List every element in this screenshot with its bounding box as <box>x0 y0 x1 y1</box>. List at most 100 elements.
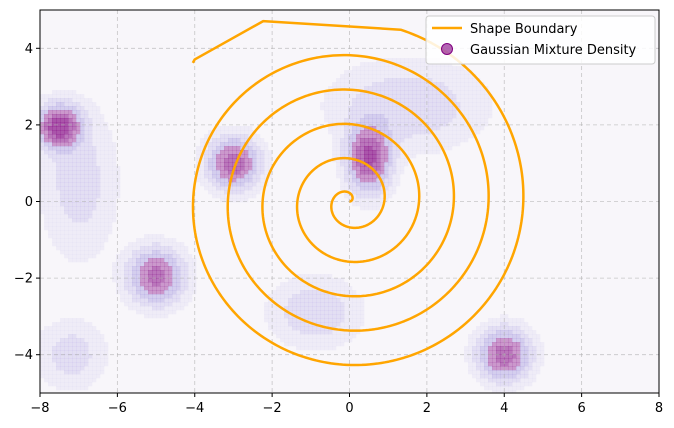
density-cell <box>396 98 401 103</box>
density-cell <box>296 286 301 291</box>
density-cell <box>468 122 473 127</box>
density-cell <box>492 346 497 351</box>
density-cell <box>284 306 289 311</box>
density-cell <box>148 262 153 267</box>
density-cell <box>432 82 437 87</box>
density-cell <box>476 338 481 343</box>
density-cell <box>260 158 265 163</box>
density-cell <box>332 106 337 111</box>
density-cell <box>472 98 477 103</box>
density-cell <box>348 338 353 343</box>
density-cell <box>40 370 45 375</box>
density-cell <box>464 90 469 95</box>
density-cell <box>52 202 57 207</box>
density-cell <box>524 350 529 355</box>
density-cell <box>80 234 85 239</box>
density-cell <box>40 358 45 363</box>
density-cell <box>392 134 397 139</box>
density-cell <box>220 194 225 199</box>
density-cell <box>128 254 133 259</box>
density-cell <box>80 114 85 119</box>
density-cell <box>212 162 217 167</box>
density-cell <box>200 162 205 167</box>
density-cell <box>68 106 73 111</box>
density-cell <box>328 294 333 299</box>
density-cell <box>484 102 489 107</box>
density-cell <box>64 190 69 195</box>
density-cell <box>100 166 105 171</box>
density-cell <box>148 294 153 299</box>
density-cell <box>392 182 397 187</box>
density-cell <box>328 342 333 347</box>
density-cell <box>104 346 109 351</box>
density-cell <box>112 274 117 279</box>
density-cell <box>528 358 533 363</box>
density-cell <box>44 202 49 207</box>
density-cell <box>328 114 333 119</box>
density-cell <box>528 338 533 343</box>
density-cell <box>260 150 265 155</box>
density-cell <box>516 374 521 379</box>
density-cell <box>88 342 93 347</box>
density-cell <box>320 274 325 279</box>
density-cell <box>320 318 325 323</box>
density-cell <box>308 274 313 279</box>
density-cell <box>512 378 517 383</box>
density-cell <box>132 294 137 299</box>
density-cell <box>48 214 53 219</box>
density-cell <box>380 154 385 159</box>
density-cell <box>144 238 149 243</box>
density-cell <box>400 154 405 159</box>
density-cell <box>264 174 269 179</box>
density-cell <box>356 178 361 183</box>
density-cell <box>76 130 81 135</box>
density-cell <box>52 214 57 219</box>
density-cell <box>276 286 281 291</box>
density-cell <box>188 266 193 271</box>
density-cell <box>344 130 349 135</box>
density-cell <box>436 66 441 71</box>
density-cell <box>92 166 97 171</box>
density-cell <box>64 210 69 215</box>
density-cell <box>504 370 509 375</box>
density-cell <box>360 138 365 143</box>
density-cell <box>336 174 341 179</box>
density-cell <box>420 94 425 99</box>
density-cell <box>96 198 101 203</box>
density-cell <box>416 86 421 91</box>
density-cell <box>112 210 117 215</box>
density-cell <box>104 230 109 235</box>
density-cell <box>508 382 513 387</box>
density-cell <box>436 102 441 107</box>
density-cell <box>440 78 445 83</box>
density-cell <box>468 102 473 107</box>
density-cell <box>236 134 241 139</box>
density-cell <box>272 330 277 335</box>
density-cell <box>348 98 353 103</box>
density-cell <box>272 310 277 315</box>
density-cell <box>92 142 97 147</box>
density-cell <box>356 106 361 111</box>
density-cell <box>200 146 205 151</box>
density-cell <box>256 170 261 175</box>
density-cell <box>168 250 173 255</box>
density-cell <box>252 146 257 151</box>
density-cell <box>80 366 85 371</box>
density-cell <box>380 82 385 87</box>
density-cell <box>428 66 433 71</box>
density-cell <box>276 290 281 295</box>
density-cell <box>348 178 353 183</box>
density-cell <box>268 162 273 167</box>
density-cell <box>44 346 49 351</box>
density-cell <box>452 82 457 87</box>
density-cell <box>460 138 465 143</box>
density-cell <box>496 342 501 347</box>
density-cell <box>288 338 293 343</box>
density-cell <box>228 146 233 151</box>
density-cell <box>384 110 389 115</box>
density-cell <box>496 326 501 331</box>
density-cell <box>136 238 141 243</box>
density-cell <box>84 142 89 147</box>
density-cell <box>80 330 85 335</box>
density-cell <box>332 150 337 155</box>
